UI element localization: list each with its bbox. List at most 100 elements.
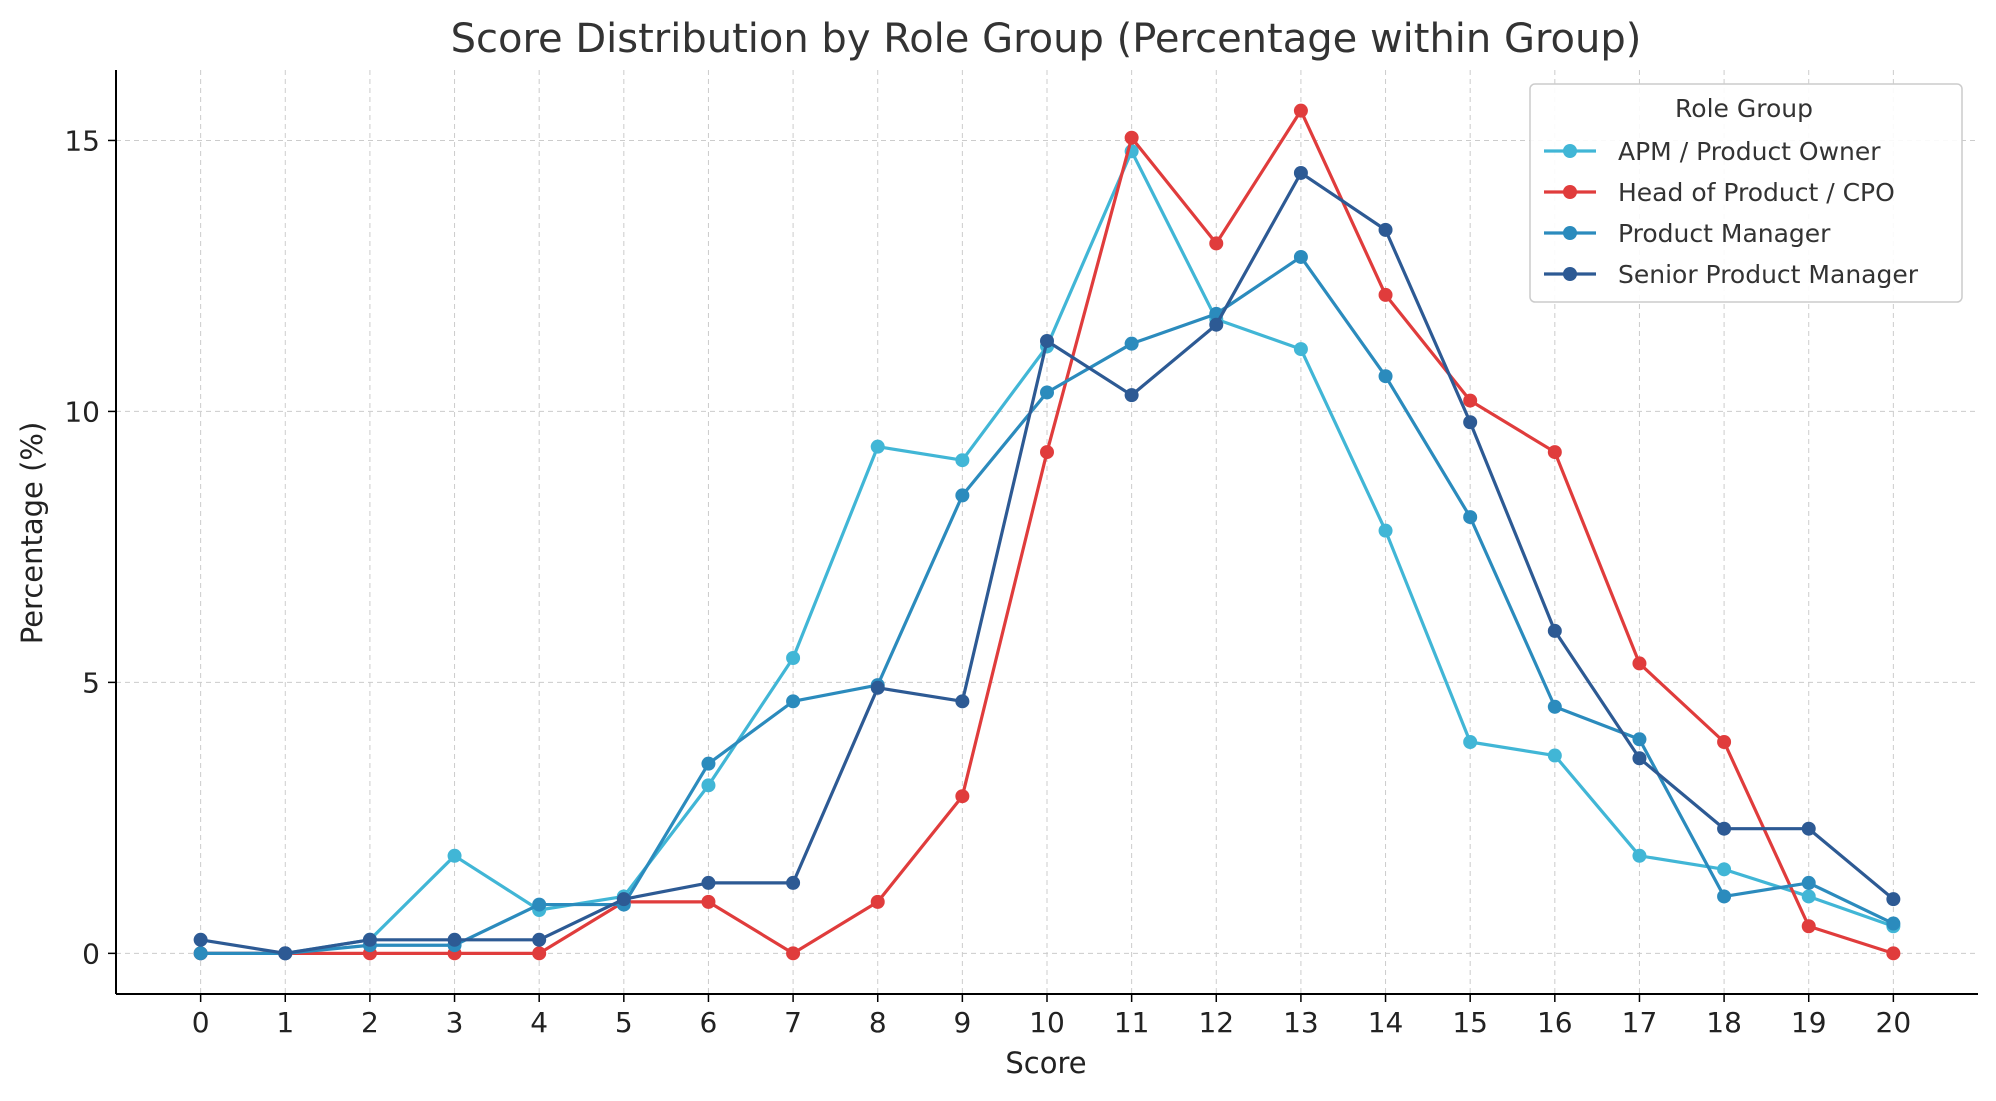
y-axis-label: Percentage (%) xyxy=(15,422,49,645)
y-tick-label: 0 xyxy=(82,937,100,970)
data-point xyxy=(701,875,716,890)
data-point xyxy=(701,756,716,771)
data-point xyxy=(1547,748,1562,763)
data-point xyxy=(1632,751,1647,766)
y-tick-label: 10 xyxy=(64,395,100,428)
legend-box xyxy=(1529,83,1963,303)
legend-entry-label: APM / Product Owner xyxy=(1618,137,1881,166)
data-point xyxy=(1886,892,1901,907)
y-tick-label: 5 xyxy=(82,666,100,699)
legend-swatch-marker xyxy=(1563,144,1577,158)
data-point xyxy=(1547,623,1562,638)
x-tick-label: 2 xyxy=(361,1006,379,1039)
data-point xyxy=(955,789,970,804)
data-point xyxy=(1801,919,1816,934)
data-point xyxy=(1293,103,1308,118)
data-point xyxy=(1717,862,1732,877)
data-point xyxy=(1886,946,1901,961)
data-point xyxy=(870,894,885,909)
data-point xyxy=(870,680,885,695)
x-tick-label: 9 xyxy=(953,1006,971,1039)
data-point xyxy=(1209,236,1224,251)
data-point xyxy=(1040,445,1054,460)
data-point xyxy=(447,848,462,863)
data-point xyxy=(786,946,801,961)
x-tick-label: 3 xyxy=(446,1006,464,1039)
legend-entry-label: Product Manager xyxy=(1618,219,1831,248)
data-point xyxy=(1124,336,1139,351)
legend-swatch-marker xyxy=(1563,185,1577,199)
x-tick-label: 17 xyxy=(1622,1006,1658,1039)
data-point xyxy=(616,892,631,907)
data-point xyxy=(701,894,716,909)
legend: Role Group APM / Product Owner Head of Pro… xyxy=(1529,83,1963,303)
x-tick-label: 19 xyxy=(1791,1006,1827,1039)
data-point xyxy=(1378,369,1393,384)
data-point xyxy=(1463,510,1478,525)
x-tick-label: 18 xyxy=(1706,1006,1742,1039)
data-point xyxy=(1293,342,1308,357)
data-point xyxy=(870,439,885,454)
x-axis-label: Score xyxy=(1005,1046,1086,1080)
data-point xyxy=(532,932,547,947)
data-point xyxy=(955,453,970,468)
data-point xyxy=(447,932,462,947)
data-point xyxy=(193,932,208,947)
legend-entry-label: Head of Product / CPO xyxy=(1618,178,1895,207)
data-point xyxy=(955,694,970,709)
legend-title: Role Group xyxy=(1675,94,1813,123)
data-point xyxy=(1717,889,1732,904)
data-point xyxy=(1547,699,1562,714)
data-point xyxy=(532,897,547,912)
data-point xyxy=(786,651,801,665)
data-point xyxy=(1801,821,1816,836)
data-point xyxy=(1040,385,1054,400)
x-tick-label: 5 xyxy=(615,1006,633,1039)
data-point xyxy=(1209,317,1224,332)
data-point xyxy=(701,778,716,793)
data-point xyxy=(1378,222,1393,237)
x-tick-label: 13 xyxy=(1283,1006,1319,1039)
data-point xyxy=(1632,656,1647,671)
x-tick-label: 15 xyxy=(1452,1006,1488,1039)
x-tick-label: 20 xyxy=(1876,1006,1912,1039)
data-point xyxy=(1378,287,1393,302)
data-point xyxy=(1124,388,1139,403)
legend-swatch-marker xyxy=(1563,226,1577,240)
series-4 xyxy=(193,165,1901,961)
data-point xyxy=(362,932,377,947)
grid xyxy=(116,70,1978,994)
x-tick-label: 7 xyxy=(784,1006,802,1039)
data-point xyxy=(1463,735,1478,749)
data-point xyxy=(1632,732,1647,747)
data-point xyxy=(1463,393,1478,408)
data-point xyxy=(1801,875,1816,890)
data-point xyxy=(1717,735,1732,749)
data-point xyxy=(786,875,801,890)
data-point xyxy=(1378,523,1393,538)
x-tick-label: 1 xyxy=(276,1006,294,1039)
legend-entry-label: Senior Product Manager xyxy=(1618,260,1919,289)
data-point xyxy=(786,694,801,709)
data-point xyxy=(1886,916,1901,931)
x-tick-label: 16 xyxy=(1537,1006,1573,1039)
chart-title: Score Distribution by Role Group (Percen… xyxy=(451,16,1642,62)
data-point xyxy=(193,946,208,961)
data-point xyxy=(278,946,293,961)
data-point xyxy=(1463,415,1478,430)
x-tick-label: 6 xyxy=(700,1006,718,1039)
x-tick-label: 0 xyxy=(192,1006,210,1039)
data-point xyxy=(1717,821,1732,836)
data-point xyxy=(1124,130,1139,145)
y-tick-label: 15 xyxy=(64,124,100,157)
data-point xyxy=(1040,333,1054,348)
data-point xyxy=(1293,165,1308,180)
x-tick-label: 11 xyxy=(1114,1006,1150,1039)
data-point xyxy=(1547,445,1562,460)
x-tick-label: 8 xyxy=(869,1006,887,1039)
data-point xyxy=(1293,249,1308,264)
series-layer xyxy=(193,103,1901,961)
data-point xyxy=(532,946,547,961)
data-point xyxy=(1632,848,1647,863)
